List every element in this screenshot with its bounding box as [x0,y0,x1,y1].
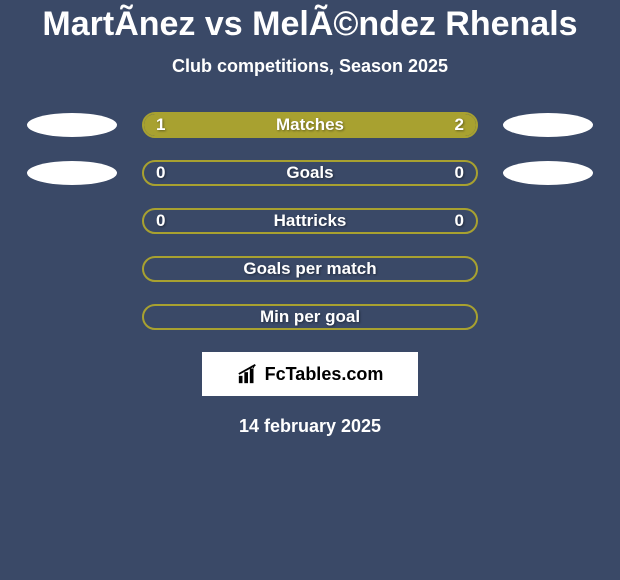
page-title: MartÃnez vs MelÃ©ndez Rhenals [0,5,620,44]
stat-bar: 0Hattricks0 [142,208,478,234]
bar-value-right: 0 [455,163,464,183]
bar-label: Goals per match [144,259,476,279]
stat-bar: 0Goals0 [142,160,478,186]
stat-row: 0Hattricks0 [0,208,620,234]
badge-spacer [32,257,122,281]
badge-spacer [32,305,122,329]
badge-spacer [498,305,588,329]
bar-label: Min per goal [144,307,476,327]
badge-spacer [498,209,588,233]
subtitle: Club competitions, Season 2025 [0,56,620,77]
stat-row: 1Matches2 [0,112,620,138]
stat-row: Min per goal [0,304,620,330]
stats-container: MartÃnez vs MelÃ©ndez Rhenals Club compe… [0,0,620,437]
bar-label: Goals [144,163,476,183]
player-badge-right [503,161,593,185]
stat-row: Goals per match [0,256,620,282]
badge-spacer [32,209,122,233]
player-badge-right [503,113,593,137]
chart-icon [237,363,259,385]
bar-value-right: 0 [455,211,464,231]
player-badge-left [27,161,117,185]
bar-label: Hattricks [144,211,476,231]
player-badge-left [27,113,117,137]
logo-box[interactable]: FcTables.com [202,352,418,396]
stat-bar: Goals per match [142,256,478,282]
bar-value-right: 2 [455,115,464,135]
bars-area: 1Matches20Goals00Hattricks0Goals per mat… [0,112,620,330]
stat-bar: Min per goal [142,304,478,330]
date-text: 14 february 2025 [0,416,620,437]
bar-label: Matches [144,115,476,135]
logo-text: FcTables.com [265,364,384,385]
badge-spacer [498,257,588,281]
stat-row: 0Goals0 [0,160,620,186]
stat-bar: 1Matches2 [142,112,478,138]
